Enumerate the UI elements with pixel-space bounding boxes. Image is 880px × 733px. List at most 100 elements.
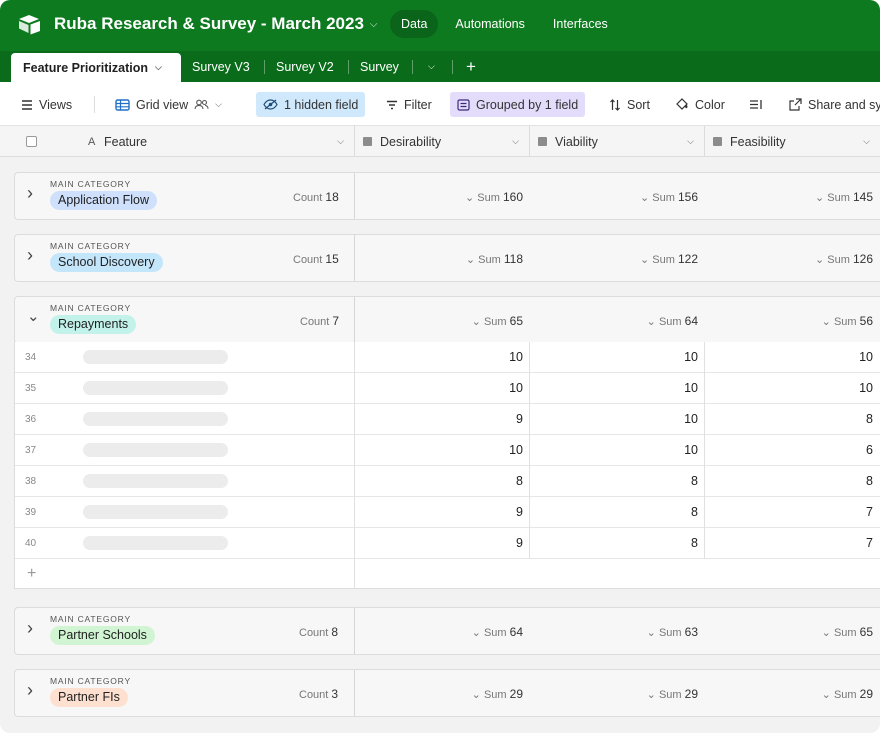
tab-feature-prioritization[interactable]: Feature Prioritization ⌵ [11, 53, 181, 82]
table-row[interactable]: 35 10 10 10 [15, 373, 880, 404]
chevron-down-icon[interactable]: ⌄ [465, 192, 478, 204]
column-header-feature[interactable]: A Feature ⌵ [0, 126, 355, 157]
more-tables-chevron-icon[interactable]: ⌵ [428, 61, 435, 71]
score-cell[interactable]: 8 [691, 536, 698, 550]
share-sync-button[interactable]: Share and sync [782, 92, 880, 117]
blurred-feature-name[interactable] [83, 381, 228, 395]
add-table-icon[interactable]: + [466, 56, 476, 76]
expand-chevron-icon[interactable]: › [27, 680, 33, 700]
score-cell[interactable]: 10 [509, 381, 523, 395]
score-cell[interactable]: 8 [866, 474, 873, 488]
score-cell[interactable]: 8 [691, 474, 698, 488]
chevron-down-icon[interactable]: ⌄ [646, 627, 659, 639]
add-record-icon[interactable]: + [27, 565, 37, 582]
expand-chevron-icon[interactable]: › [27, 183, 33, 203]
chevron-down-icon[interactable]: ⌄ [646, 316, 659, 328]
nav-data[interactable]: Data [390, 10, 439, 38]
group-header-row[interactable]: › MAIN CATEGORY Application Flow Count 18 ⌄ … [14, 172, 880, 220]
table-row[interactable]: 37 10 10 6 [15, 435, 880, 466]
select-all-checkbox[interactable] [26, 136, 37, 147]
table-row[interactable]: 36 9 10 8 [15, 404, 880, 435]
group-sum-feasibility[interactable]: ⌄ Sum 29 [723, 687, 873, 701]
blurred-feature-name[interactable] [83, 474, 228, 488]
group-sum-viability[interactable]: ⌄ Sum 63 [548, 625, 698, 639]
group-sum-desirability[interactable]: ⌄ Sum 118 [373, 252, 523, 266]
score-cell[interactable]: 10 [684, 381, 698, 395]
chevron-down-icon[interactable]: ⌄ [471, 627, 484, 639]
group-sum-viability[interactable]: ⌄ Sum 29 [548, 687, 698, 701]
score-cell[interactable]: 9 [516, 412, 523, 426]
add-record-row[interactable]: + [15, 559, 880, 589]
score-cell[interactable]: 8 [866, 412, 873, 426]
chevron-down-icon[interactable]: ⌵ [863, 136, 870, 146]
group-sum-viability[interactable]: ⌄ Sum 64 [548, 314, 698, 328]
chevron-down-icon[interactable]: ⌵ [687, 136, 694, 146]
group-sum-viability[interactable]: ⌄ Sum 122 [548, 252, 698, 266]
tab-survey-v3[interactable]: Survey V3 [192, 59, 250, 74]
group-button[interactable]: Grouped by 1 field [450, 92, 586, 117]
chevron-down-icon[interactable]: ⌄ [646, 689, 659, 701]
filter-button[interactable]: Filter [379, 92, 439, 117]
blurred-feature-name[interactable] [83, 505, 228, 519]
score-cell[interactable]: 10 [859, 381, 873, 395]
group-sum-desirability[interactable]: ⌄ Sum 65 [373, 314, 523, 328]
column-header-desirability[interactable]: Desirability ⌵ [355, 126, 530, 157]
group-sum-feasibility[interactable]: ⌄ Sum 126 [723, 252, 873, 266]
sort-button[interactable]: Sort [602, 92, 657, 117]
score-cell[interactable]: 6 [866, 443, 873, 457]
tab-survey[interactable]: Survey [360, 59, 399, 74]
score-cell[interactable]: 8 [691, 505, 698, 519]
nav-automations[interactable]: Automations [455, 17, 525, 31]
score-cell[interactable]: 10 [509, 350, 523, 364]
score-cell[interactable]: 9 [516, 536, 523, 550]
chevron-down-icon[interactable]: ⌵ [215, 99, 222, 109]
nav-interfaces[interactable]: Interfaces [552, 17, 608, 31]
group-header-row[interactable]: ⌄ MAIN CATEGORY Repayments Count 7 ⌄ Sum 65 ⌄… [14, 296, 880, 344]
chevron-down-icon[interactable]: ⌄ [465, 254, 479, 266]
score-cell[interactable]: 7 [866, 536, 873, 550]
chevron-down-icon[interactable]: ⌄ [815, 192, 828, 204]
row-height-button[interactable] [742, 92, 770, 117]
group-sum-viability[interactable]: ⌄ Sum 156 [548, 190, 698, 204]
score-cell[interactable]: 7 [866, 505, 873, 519]
group-sum-desirability[interactable]: ⌄ Sum 29 [373, 687, 523, 701]
collapse-chevron-icon[interactable]: ⌄ [27, 308, 40, 325]
group-header-row[interactable]: › MAIN CATEGORY School Discovery Count 15 ⌄ … [14, 234, 880, 282]
group-sum-feasibility[interactable]: ⌄ Sum 145 [723, 190, 873, 204]
views-button[interactable]: Views [14, 92, 79, 117]
chevron-down-icon[interactable]: ⌄ [471, 689, 484, 701]
score-cell[interactable]: 10 [509, 443, 523, 457]
column-header-viability[interactable]: Viability ⌵ [530, 126, 705, 157]
chevron-down-icon[interactable]: ⌄ [821, 689, 834, 701]
score-cell[interactable]: 10 [684, 350, 698, 364]
grid-view-button[interactable]: Grid view ⌵ [108, 92, 229, 117]
base-title[interactable]: Ruba Research & Survey - March 2023 ⌵ [54, 14, 378, 34]
tab-survey-v2[interactable]: Survey V2 [276, 59, 334, 74]
score-cell[interactable]: 8 [516, 474, 523, 488]
chevron-down-icon[interactable]: ⌵ [337, 136, 344, 146]
expand-chevron-icon[interactable]: › [27, 245, 33, 265]
blurred-feature-name[interactable] [83, 350, 228, 364]
chevron-down-icon[interactable]: ⌄ [821, 627, 834, 639]
expand-chevron-icon[interactable]: › [27, 618, 33, 638]
chevron-down-icon[interactable]: ⌄ [821, 316, 834, 328]
table-row[interactable]: 40 9 8 7 [15, 528, 880, 559]
blurred-feature-name[interactable] [83, 536, 228, 550]
chevron-down-icon[interactable]: ⌄ [471, 316, 484, 328]
chevron-down-icon[interactable]: ⌄ [640, 192, 653, 204]
score-cell[interactable]: 9 [516, 505, 523, 519]
chevron-down-icon[interactable]: ⌵ [155, 62, 162, 72]
score-cell[interactable]: 10 [684, 412, 698, 426]
group-sum-desirability[interactable]: ⌄ Sum 64 [373, 625, 523, 639]
score-cell[interactable]: 10 [684, 443, 698, 457]
color-button[interactable]: Color [668, 92, 732, 117]
column-header-feasibility[interactable]: Feasibility ⌵ [705, 126, 880, 157]
blurred-feature-name[interactable] [83, 443, 228, 457]
chevron-down-icon[interactable]: ⌄ [640, 254, 653, 266]
table-row[interactable]: 38 8 8 8 [15, 466, 880, 497]
blurred-feature-name[interactable] [83, 412, 228, 426]
table-row[interactable]: 34 10 10 10 [15, 342, 880, 373]
group-header-row[interactable]: › MAIN CATEGORY Partner Schools Count 8 ⌄ Su… [14, 607, 880, 655]
score-cell[interactable]: 10 [859, 350, 873, 364]
group-header-row[interactable]: › MAIN CATEGORY Partner FIs Count 3 ⌄ Sum 29… [14, 669, 880, 717]
